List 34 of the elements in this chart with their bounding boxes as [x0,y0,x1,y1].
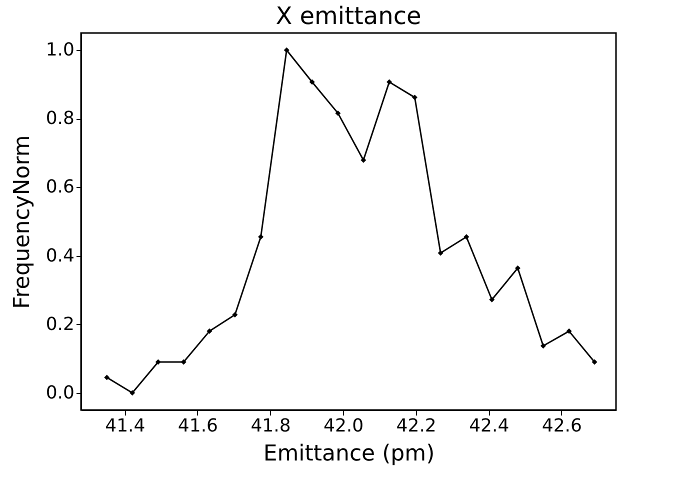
y-axis-title: FrequencyNorm [10,135,35,309]
x-axis-title: Emittance (pm) [263,442,435,466]
y-tick-label: 0.2 [46,314,74,335]
point [130,390,136,396]
point [232,312,238,318]
point [309,79,315,85]
point [155,359,161,365]
x-tick-label: 42.6 [542,416,582,436]
point [206,328,212,334]
point [412,94,418,100]
y-tick-label: 0.6 [46,176,74,198]
point [464,234,470,240]
x-tick-label: 41.8 [250,416,291,436]
point [514,265,520,271]
x-tick-label: 41.4 [105,416,146,436]
point [104,374,110,380]
chart-title: X emittance [276,2,422,30]
point [592,359,598,365]
y-tick-label: 0.8 [46,108,74,130]
point [489,296,495,302]
x-tick-label: 42.2 [396,416,436,436]
y-tick-label: 1.0 [46,40,74,61]
y-tick-label: 0.4 [46,245,74,266]
y-tick-label: 0.0 [46,382,74,404]
point [540,343,546,349]
point [566,328,572,334]
point [438,250,444,256]
x-tick-label: 42.4 [469,416,510,436]
x-tick-label: 41.6 [178,416,218,436]
point [360,157,366,163]
point [335,110,341,116]
x-tick-label: 42.0 [324,416,364,436]
point [258,234,264,240]
point [284,47,290,53]
